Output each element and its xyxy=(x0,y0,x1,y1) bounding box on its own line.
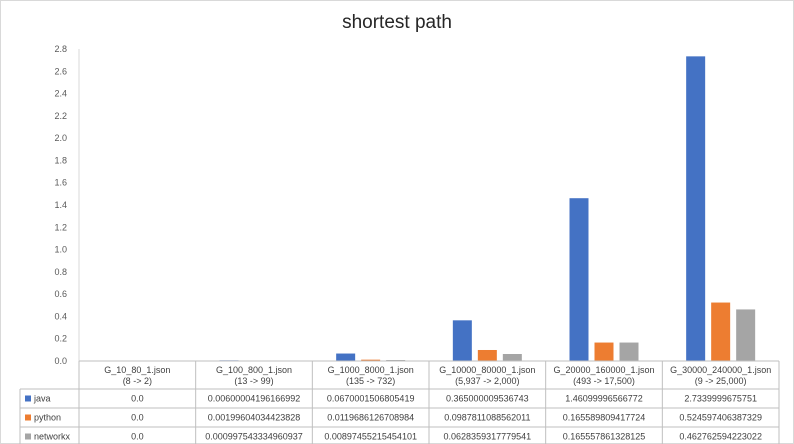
y-tick-label: 0.8 xyxy=(54,267,67,277)
category-label: G_1000_8000_1.json xyxy=(328,365,414,375)
category-sublabel: (9 -> 25,000) xyxy=(695,376,747,386)
category-label: G_30000_240000_1.json xyxy=(670,365,771,375)
table-cell-java: 2.7339999675751 xyxy=(684,394,757,404)
bar-python-2 xyxy=(361,359,381,361)
table-cell-networkx: 0.462762594223022 xyxy=(679,432,762,442)
category-sublabel: (8 -> 2) xyxy=(123,376,152,386)
table-cell-java: 0.00600004196166992 xyxy=(208,394,301,404)
y-tick-label: 1.2 xyxy=(54,222,67,232)
table-cell-python: 0.524597406387329 xyxy=(679,413,762,423)
table-cell-networkx: 0.0 xyxy=(131,432,144,442)
category-label: G_100_800_1.json xyxy=(216,365,292,375)
y-tick-label: 2.2 xyxy=(54,111,67,121)
category-sublabel: (135 -> 732) xyxy=(346,376,395,386)
legend-key-networkx xyxy=(25,433,31,440)
bar-python-3 xyxy=(477,349,497,361)
bars xyxy=(219,56,756,362)
bar-python-5 xyxy=(711,302,731,361)
table-cell-networkx: 0.000997543334960937 xyxy=(205,432,303,442)
category-label: G_10000_80000_1.json xyxy=(439,365,535,375)
y-tick-label: 2.6 xyxy=(54,66,67,76)
bar-networkx-3 xyxy=(502,353,522,361)
table-cell-python: 0.00199604034423828 xyxy=(208,413,301,423)
bar-networkx-5 xyxy=(736,309,756,361)
category-sublabel: (493 -> 17,500) xyxy=(573,376,635,386)
y-tick-label: 0.4 xyxy=(54,311,67,321)
table-cell-networkx: 0.0628359317779541 xyxy=(444,432,532,442)
legend-label-python: python xyxy=(34,413,61,423)
legend-key-python xyxy=(25,414,31,421)
legend-key-java xyxy=(25,395,31,402)
y-tick-label: 1.4 xyxy=(54,200,67,210)
table-cell-python: 0.165589809417724 xyxy=(563,413,646,423)
legend-label-java: java xyxy=(33,394,51,404)
category-label: G_20000_160000_1.json xyxy=(553,365,654,375)
table-cell-networkx: 0.00897455215454101 xyxy=(324,432,417,442)
table-cell-java: 0.0670001506805419 xyxy=(327,394,415,404)
bar-networkx-4 xyxy=(619,342,639,361)
table-cell-java: 0.0 xyxy=(131,394,144,404)
table-cell-java: 1.46099996566772 xyxy=(565,394,643,404)
y-tick-label: 1.0 xyxy=(54,245,67,255)
bar-java-5 xyxy=(686,56,706,362)
y-tick-label: 0.0 xyxy=(54,356,67,366)
y-tick-label: 2.4 xyxy=(54,89,67,99)
chart-title: shortest path xyxy=(342,12,452,33)
table-cell-java: 0.365000009536743 xyxy=(446,394,529,404)
legend-label-networkx: networkx xyxy=(34,432,71,442)
data-table: G_10_80_1.json(8 -> 2)G_100_800_1.json(1… xyxy=(19,360,780,444)
y-tick-label: 2.0 xyxy=(54,133,67,143)
bar-java-3 xyxy=(452,320,472,361)
category-label: G_10_80_1.json xyxy=(104,365,170,375)
category-sublabel: (5,937 -> 2,000) xyxy=(455,376,519,386)
bar-java-2 xyxy=(336,353,356,361)
y-tick-label: 1.8 xyxy=(54,155,67,165)
y-tick-label: 2.8 xyxy=(54,44,67,54)
table-cell-networkx: 0.165557861328125 xyxy=(563,432,646,442)
y-tick-label: 0.2 xyxy=(54,334,67,344)
bar-java-4 xyxy=(569,198,589,361)
table-cell-python: 0.0987811088562011 xyxy=(444,413,530,423)
category-sublabel: (13 -> 99) xyxy=(234,376,273,386)
y-tick-label: 1.6 xyxy=(54,178,67,188)
table-cell-python: 0.0119686126708984 xyxy=(327,413,414,423)
bar-python-4 xyxy=(594,342,614,361)
y-tick-label: 0.6 xyxy=(54,289,67,299)
table-cell-python: 0.0 xyxy=(131,413,144,423)
